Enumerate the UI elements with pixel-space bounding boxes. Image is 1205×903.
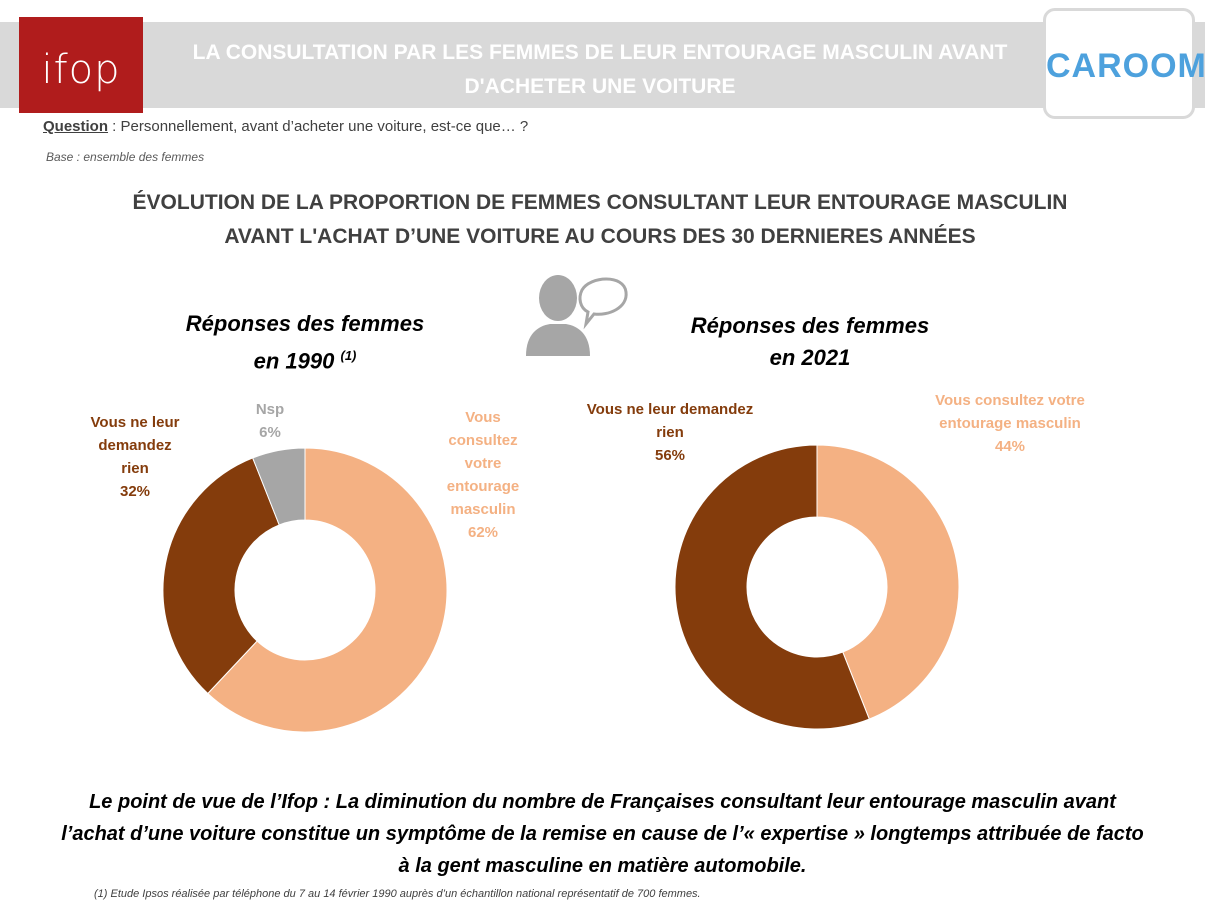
chart2-slice-rien (674, 444, 870, 730)
ifop-logo-text: ifop (41, 47, 121, 93)
chart1-title-year: en 1990 (253, 348, 335, 374)
chart1-label-consult-line1: Vous (465, 409, 501, 426)
chart1-label-rien-line2: demandez (98, 437, 172, 454)
chart2-title-line1: Réponses des femmes (690, 313, 930, 338)
chart2-title: Réponses des femmes en 2021 (660, 310, 960, 374)
chart1-label-rien-line3: rien (121, 460, 149, 477)
footnote: (1) Etude Ipsos réalisée par téléphone d… (94, 888, 701, 900)
header-band (0, 22, 1205, 108)
chart1-donut (162, 447, 448, 733)
chart2-slice-consult (816, 444, 960, 720)
chart1-label-rien-value: 32% (119, 483, 151, 500)
chart1-label-rien: Vous ne leur demandez rien 32% (75, 411, 195, 503)
person-speech-icon (526, 275, 628, 356)
caroom-logo-text: CAROOM (1046, 47, 1205, 85)
chart1-label-rien-line1: Vous ne leur (90, 414, 180, 431)
chart1-title-sup: (1) (340, 348, 357, 363)
chart2-label-rien-value: 56% (654, 447, 686, 464)
pov-line1: Le point de vue de l’Ifop : La diminutio… (89, 791, 1116, 813)
main-title: ÉVOLUTION DE LA PROPORTION DE FEMMES CON… (132, 191, 1068, 248)
question-text: : Personnellement, avant d’acheter une v… (108, 118, 529, 135)
chart2-label-consult: Vous consultez votre entourage masculin … (905, 389, 1115, 458)
ifop-logo: ifop (19, 17, 143, 113)
chart2-title-line2: en 2021 (769, 345, 851, 370)
chart1-label-consult-line5: masculin (450, 501, 516, 518)
base-note: Base : ensemble des femmes (46, 150, 205, 164)
question-label: Question (43, 118, 109, 135)
chart1-slice-rien (162, 457, 280, 695)
chart2-label-rien-line1: Vous ne leur demandez (586, 401, 754, 418)
pov-line2: l’achat d’une voiture constitue un sympt… (61, 823, 1144, 845)
chart1-label-consult-line2: consultez (448, 432, 518, 449)
chart1-title-line2: en 1990 (1) (160, 340, 450, 377)
chart2-label-rien-line2: rien (656, 424, 684, 441)
caroom-logo: CAROOM (1043, 8, 1205, 119)
chart1-label-consult-value: 62% (467, 524, 499, 541)
header-title: LA CONSULTATION PAR LES FEMMES DE LEUR E… (192, 41, 1008, 98)
chart2-label-rien: Vous ne leur demandez rien 56% (555, 398, 785, 467)
chart1-title-line1: Réponses des femmes (185, 311, 425, 336)
chart1-label-nsp-text: Nsp (255, 401, 285, 418)
chart2-label-consult-value: 44% (994, 438, 1026, 455)
chart1-label-nsp: Nsp 6% (230, 398, 310, 444)
chart1-slice-nsp (252, 447, 306, 526)
chart1-title: Réponses des femmes en 1990 (1) (160, 308, 450, 377)
chart2-donut (674, 444, 960, 730)
chart1-label-consult: Vous consultez votre entourage masculin … (428, 406, 538, 544)
chart1-label-consult-line4: entourage (446, 478, 520, 495)
chart2-label-consult-line1: Vous consultez votre (935, 392, 1085, 409)
chart1-label-nsp-value: 6% (259, 424, 281, 441)
pov-line3: à la gent masculine en matière automobil… (398, 855, 807, 877)
chart2-label-consult-line2: entourage masculin (939, 415, 1081, 432)
question: Question : Personnellement, avant d’ache… (43, 118, 528, 135)
ifop-point-of-view: Le point de vue de l’Ifop : La diminutio… (20, 786, 1185, 882)
chart1-label-consult-line3: votre (464, 455, 502, 472)
chart1-slice-consult (207, 447, 448, 733)
